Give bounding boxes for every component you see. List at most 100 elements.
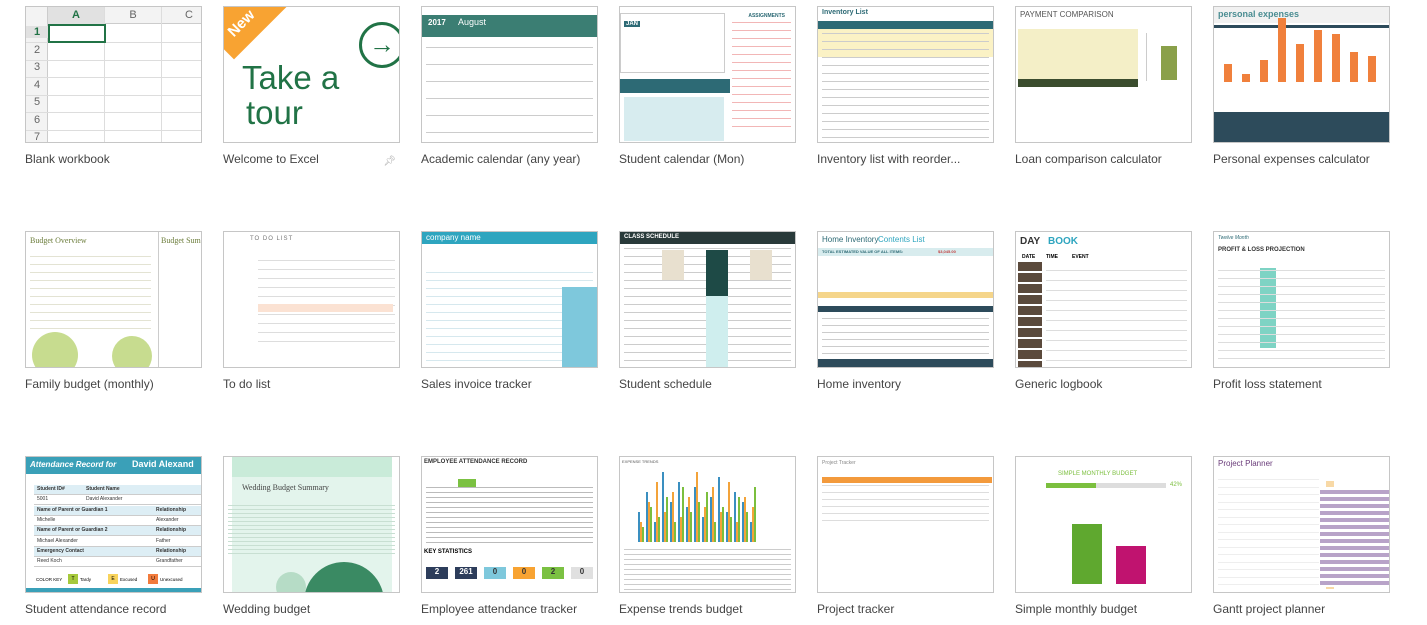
chart-bar bbox=[728, 482, 730, 542]
template-label[interactable]: Sales invoice tracker bbox=[421, 377, 532, 391]
grid-line bbox=[1218, 561, 1319, 563]
grid-line bbox=[624, 564, 791, 565]
template-label[interactable]: Home inventory bbox=[817, 377, 902, 391]
template-tile[interactable]: Project Tracker Project tracker bbox=[817, 456, 994, 616]
template-tile[interactable]: TO DO LIST To do list bbox=[223, 231, 400, 391]
template-label[interactable]: Student attendance record bbox=[25, 602, 167, 616]
grid-line bbox=[822, 113, 989, 114]
thumbnail-heading: 2017 bbox=[428, 18, 446, 27]
row-header[interactable]: 5 bbox=[33, 96, 41, 108]
template-tile[interactable]: PAYMENT COMPARISON Loan comparison calcul… bbox=[1015, 6, 1192, 166]
template-thumbnail[interactable]: DAY BOOK DATE TIME EVENT bbox=[1015, 231, 1192, 368]
template-thumbnail[interactable]: EMPLOYEE ATTENDANCE RECORD KEY STATISTICS… bbox=[421, 456, 598, 593]
template-label[interactable]: Generic logbook bbox=[1015, 377, 1103, 391]
column-header[interactable]: B bbox=[129, 9, 137, 21]
template-label[interactable]: Student calendar (Mon) bbox=[619, 152, 745, 166]
template-thumbnail[interactable]: TO DO LIST bbox=[223, 231, 400, 368]
template-thumbnail[interactable]: CLASS SCHEDULE bbox=[619, 231, 796, 368]
thumbnail-heading: TO DO LIST bbox=[250, 236, 294, 242]
template-thumbnail[interactable]: A B C 1 2 3 4 5 6 7 bbox=[25, 6, 202, 143]
template-thumbnail[interactable]: Project Tracker bbox=[817, 456, 994, 593]
template-thumbnail[interactable]: PAYMENT COMPARISON bbox=[1015, 6, 1192, 143]
template-tile[interactable]: JAN ASSIGNMENTS Student calendar (Mon) bbox=[619, 6, 796, 166]
template-label[interactable]: To do list bbox=[223, 377, 271, 391]
grid-line bbox=[228, 525, 395, 526]
template-tile[interactable]: 2017 August Academic calendar (any year) bbox=[421, 6, 598, 166]
template-tile[interactable]: personal expenses Personal expenses calcu… bbox=[1213, 6, 1390, 166]
column-header[interactable]: C bbox=[185, 9, 193, 21]
row-header[interactable]: 1 bbox=[26, 26, 48, 38]
template-thumbnail[interactable]: Twelve Month PROFIT & LOSS PROJECTION bbox=[1213, 231, 1390, 368]
template-thumbnail[interactable]: Wedding Budget Summary bbox=[223, 456, 400, 593]
template-tile[interactable]: CLASS SCHEDULE Student schedule bbox=[619, 231, 796, 391]
chart-bar bbox=[664, 512, 666, 542]
template-tile[interactable]: Project Planner Gantt project planner bbox=[1213, 456, 1390, 616]
stat-value: 2 bbox=[542, 567, 564, 579]
template-label[interactable]: Wedding budget bbox=[223, 602, 311, 616]
column-header[interactable]: A bbox=[72, 9, 80, 21]
template-label[interactable]: Employee attendance tracker bbox=[421, 602, 578, 616]
template-label[interactable]: Welcome to Excel bbox=[223, 152, 319, 166]
grid-line bbox=[426, 81, 593, 82]
template-tile[interactable]: Wedding Budget Summary Wedding budget bbox=[223, 456, 400, 616]
grid-line bbox=[426, 344, 593, 345]
template-label[interactable]: Expense trends budget bbox=[619, 602, 743, 616]
template-thumbnail[interactable]: Project Planner bbox=[1213, 456, 1390, 593]
row-header[interactable]: 7 bbox=[33, 131, 41, 143]
template-label[interactable]: Blank workbook bbox=[25, 152, 110, 166]
template-thumbnail[interactable]: SIMPLE MONTHLY BUDGET 42% bbox=[1015, 456, 1192, 593]
grid-line bbox=[426, 497, 593, 498]
grid-line bbox=[258, 269, 395, 270]
template-thumbnail[interactable]: EXPENSE TRENDS bbox=[619, 456, 796, 593]
template-thumbnail[interactable]: Attendance Record for David Alexand Studen… bbox=[25, 456, 202, 593]
template-tile[interactable]: EXPENSE TRENDS Expense trends budget bbox=[619, 456, 796, 616]
template-thumbnail[interactable]: personal expenses bbox=[1213, 6, 1390, 143]
template-tile[interactable]: Home Inventory Contents List TOTAL ESTIMAT… bbox=[817, 231, 994, 391]
template-label[interactable]: Profit loss statement bbox=[1213, 377, 1322, 391]
template-label[interactable]: Student schedule bbox=[619, 377, 712, 391]
grid-line bbox=[1218, 509, 1319, 510]
row-header[interactable]: 3 bbox=[33, 61, 41, 73]
template-thumbnail[interactable]: New → Take a tour bbox=[223, 6, 400, 143]
thumbnail-decoration bbox=[26, 77, 201, 78]
row-header[interactable]: 4 bbox=[33, 78, 41, 91]
template-tile[interactable]: DAY BOOK DATE TIME EVENT Generic logbook bbox=[1015, 231, 1192, 391]
template-label[interactable]: Gantt project planner bbox=[1213, 602, 1326, 616]
template-tile[interactable]: Budget Overview Budget Sum Family budget (… bbox=[25, 231, 202, 391]
template-label[interactable]: Personal expenses calculator bbox=[1213, 152, 1370, 166]
template-thumbnail[interactable]: 2017 August bbox=[421, 6, 598, 143]
template-thumbnail[interactable]: Inventory List bbox=[817, 6, 994, 143]
template-tile[interactable]: EMPLOYEE ATTENDANCE RECORD KEY STATISTICS… bbox=[421, 456, 598, 616]
template-label[interactable]: Academic calendar (any year) bbox=[421, 152, 581, 166]
chart-bar bbox=[746, 512, 748, 542]
template-label[interactable]: Loan comparison calculator bbox=[1015, 152, 1162, 166]
template-thumbnail[interactable]: Home Inventory Contents List TOTAL ESTIMAT… bbox=[817, 231, 994, 368]
row-header[interactable]: 6 bbox=[33, 113, 41, 126]
template-thumbnail[interactable]: Budget Overview Budget Sum bbox=[25, 231, 202, 368]
active-cell[interactable] bbox=[48, 24, 106, 43]
template-tile[interactable]: Attendance Record for David Alexand Studen… bbox=[25, 456, 202, 616]
thumbnail-decoration bbox=[818, 359, 993, 367]
pin-icon[interactable]: 📌︎ bbox=[383, 156, 396, 167]
template-tile[interactable]: SIMPLE MONTHLY BUDGET 42% Simple monthly b… bbox=[1015, 456, 1192, 616]
grid-line bbox=[1218, 531, 1319, 533]
row-header[interactable]: 2 bbox=[33, 43, 41, 56]
template-tile[interactable]: New → Take a tour Welcome to Excel 📌︎ bbox=[223, 6, 400, 167]
template-tile[interactable]: Twelve Month PROFIT & LOSS PROJECTION Prof… bbox=[1213, 231, 1390, 391]
template-tile[interactable]: Inventory List Inventory list with reorde… bbox=[817, 6, 994, 166]
template-label[interactable]: Family budget (monthly) bbox=[25, 377, 154, 391]
template-tile[interactable]: company name Sales invoice tracker bbox=[421, 231, 598, 391]
template-tile[interactable]: A B C 1 2 3 4 5 6 7 Blank workbook bbox=[25, 6, 202, 166]
template-thumbnail[interactable]: JAN ASSIGNMENTS bbox=[619, 6, 796, 143]
thumbnail-heading: company name bbox=[426, 233, 481, 242]
chart-bar bbox=[672, 492, 674, 542]
thumbnail-decoration bbox=[458, 479, 476, 487]
grid-line bbox=[1046, 270, 1187, 271]
template-label[interactable]: Simple monthly budget bbox=[1015, 602, 1138, 616]
grid-line bbox=[732, 78, 791, 79]
chart-bar bbox=[738, 497, 740, 542]
template-thumbnail[interactable]: company name bbox=[421, 231, 598, 368]
template-label[interactable]: Project tracker bbox=[817, 602, 895, 616]
grid-line bbox=[1218, 358, 1385, 359]
template-label[interactable]: Inventory list with reorder... bbox=[817, 152, 961, 166]
